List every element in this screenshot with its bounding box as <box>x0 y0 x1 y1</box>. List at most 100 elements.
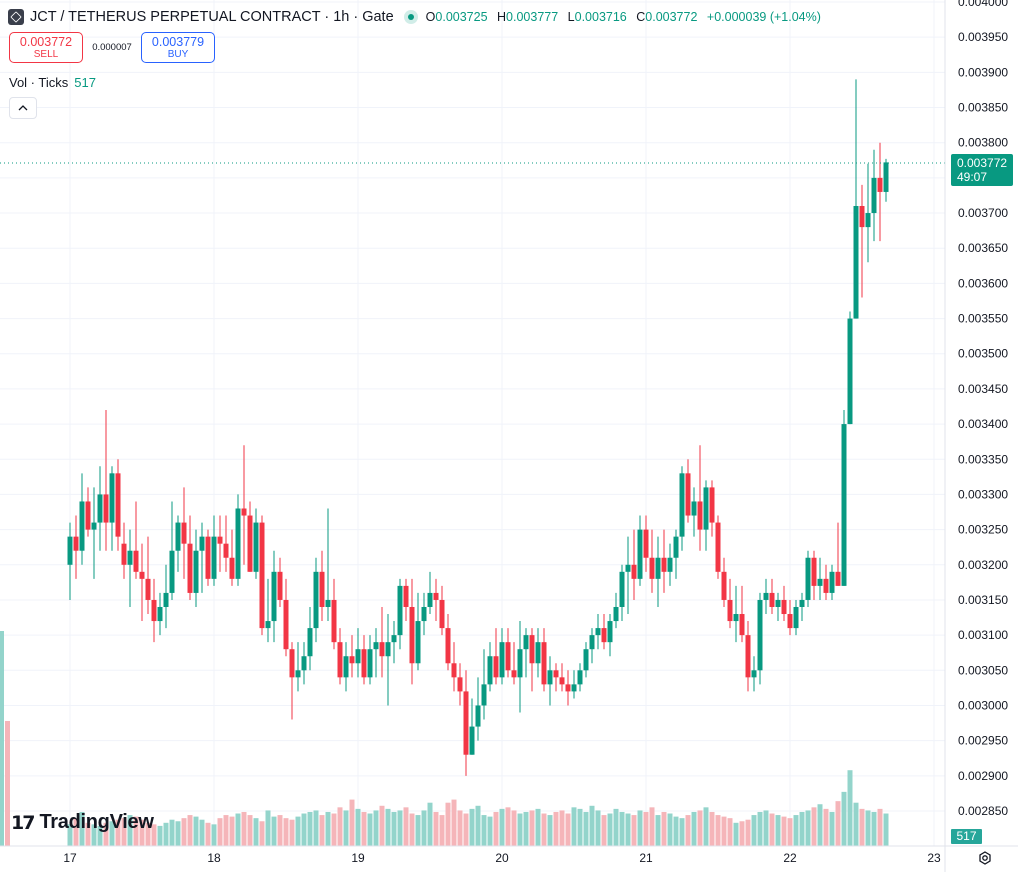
volume-bar <box>307 811 313 846</box>
volume-bar <box>241 811 247 846</box>
volume-bar <box>799 811 805 846</box>
candle-body <box>271 571 277 622</box>
volume-bar <box>343 810 349 846</box>
volume-bar <box>109 821 115 846</box>
volume-bar <box>601 815 607 846</box>
volume-bar <box>445 802 451 846</box>
price-tick-label: 0.003600 <box>958 276 1008 290</box>
candle-body <box>289 649 295 678</box>
ohlc-values: O0.003725 H0.003777 L0.003716 C0.003772 … <box>426 10 827 24</box>
price-tick-label: 0.003650 <box>958 241 1008 255</box>
volume-bar <box>211 824 217 846</box>
time-axis[interactable]: 17 18 19 20 21 22 23 <box>63 851 941 865</box>
candle-body <box>547 670 553 685</box>
collapse-legend-button[interactable] <box>9 97 37 119</box>
candle-body <box>367 649 373 678</box>
candle-body <box>649 557 655 579</box>
volume-bar <box>253 818 259 846</box>
candle-body <box>415 621 421 664</box>
volume-bar <box>751 815 757 846</box>
candle-body <box>877 177 883 192</box>
candle-body <box>325 599 331 607</box>
current-price-label: 0.003772 <box>957 156 1008 170</box>
candle-body <box>709 487 715 523</box>
volume-bar <box>661 811 667 846</box>
spread-value: 0.000007 <box>92 42 132 53</box>
volume-bar <box>205 822 211 846</box>
price-tick-label: 0.002850 <box>958 804 1008 818</box>
candle-body <box>679 473 685 537</box>
symbol-title[interactable]: JCT / TETHERUS PERPETUAL CONTRACT · 1h ·… <box>30 9 394 25</box>
market-status-icon[interactable] <box>403 10 418 24</box>
volume-bar <box>781 816 787 846</box>
chevron-up-icon <box>18 105 28 111</box>
candle-body <box>625 564 631 572</box>
candle-body <box>247 515 253 572</box>
candle-body <box>823 578 829 593</box>
volume-bar <box>787 818 793 846</box>
volume-bar <box>385 808 391 846</box>
low-value: 0.003716 <box>574 10 627 24</box>
candle-body <box>685 473 691 516</box>
candles <box>67 79 889 776</box>
volume-bar <box>487 816 493 846</box>
volume-bar <box>823 808 829 846</box>
volume-bar <box>685 815 691 846</box>
volume-bar <box>277 815 283 846</box>
volume-bar <box>469 808 475 846</box>
candle-body <box>175 522 181 551</box>
volume-legend-label: Vol · Ticks <box>9 75 69 90</box>
candle-body <box>235 508 241 579</box>
low-label: L <box>567 10 575 24</box>
candle-body <box>829 571 835 593</box>
volume-bar <box>817 804 823 846</box>
candle-body <box>733 614 739 622</box>
volume-bar <box>883 813 889 846</box>
volume-bar <box>709 811 715 846</box>
volume-bar <box>235 813 241 846</box>
trade-panel: 0.003772 SELL 0.000007 0.003779 BUY <box>9 32 215 63</box>
candle-body <box>469 726 475 755</box>
buy-button[interactable]: 0.003779 BUY <box>141 32 215 63</box>
candle-body <box>691 501 697 516</box>
candle-body <box>613 606 619 622</box>
time-tick-label: 20 <box>495 851 509 865</box>
sell-button[interactable]: 0.003772 SELL <box>9 32 83 63</box>
candle-body <box>265 621 271 629</box>
time-tick-label: 21 <box>639 851 653 865</box>
candle-body <box>121 543 127 565</box>
volume-bar <box>157 825 163 846</box>
candle-body <box>67 536 73 565</box>
volume-legend[interactable]: Vol · Ticks 517 <box>9 75 96 90</box>
candle-body <box>343 656 349 678</box>
volume-bar <box>115 819 121 846</box>
candle-body <box>559 677 565 685</box>
candle-body <box>541 642 547 685</box>
tradingview-logo[interactable]: 17 TradingView <box>11 811 154 834</box>
volume-bar <box>403 807 409 846</box>
volume-bar <box>271 816 277 846</box>
price-tick-label: 0.003550 <box>958 312 1008 326</box>
candle-body <box>193 550 199 593</box>
price-tick-label: 0.003450 <box>958 382 1008 396</box>
candle-body <box>133 550 139 572</box>
candle-body <box>799 599 805 607</box>
volume-bar <box>409 813 415 846</box>
price-axis[interactable]: 0.004000 0.003950 0.003900 0.003850 0.003800… <box>958 0 1008 818</box>
tradingview-mark-icon: 17 <box>11 811 35 834</box>
volume-bar <box>619 811 625 846</box>
candle-body <box>445 628 451 664</box>
volume-bar <box>229 816 235 846</box>
candle-body <box>181 522 187 544</box>
candle-body <box>655 557 661 579</box>
volume-bar <box>589 805 595 846</box>
volume-bar <box>91 824 97 846</box>
price-tick-label: 0.003000 <box>958 698 1008 712</box>
volume-bar <box>67 824 73 846</box>
chart-settings-button[interactable] <box>975 848 995 868</box>
candle-body <box>241 508 247 516</box>
volume-bar <box>637 810 643 846</box>
volume-bar <box>595 810 601 846</box>
candle-body <box>841 424 847 586</box>
